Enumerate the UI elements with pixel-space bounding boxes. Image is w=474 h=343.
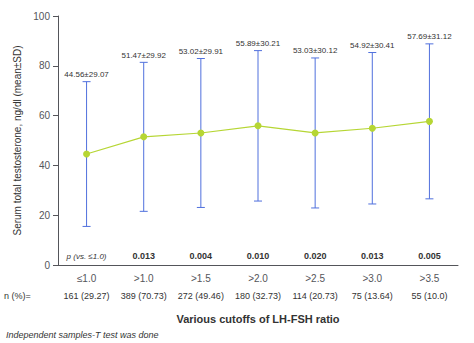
svg-text:Serum total testosterone, ng/d: Serum total testosterone, ng/dl (mean±SD… (12, 45, 23, 235)
svg-text:51.47±29.92: 51.47±29.92 (121, 51, 166, 60)
svg-text:>1.5: >1.5 (191, 273, 211, 284)
svg-text:180 (32.73): 180 (32.73) (235, 291, 281, 301)
svg-text:55 (10.0): 55 (10.0) (411, 291, 447, 301)
svg-text:n (%)=: n (%)= (4, 291, 31, 301)
svg-text:389 (70.73): 389 (70.73) (121, 291, 167, 301)
svg-text:0.020: 0.020 (304, 251, 327, 261)
svg-text:p (vs. ≤1.0): p (vs. ≤1.0) (66, 252, 107, 261)
svg-text:0.005: 0.005 (418, 251, 441, 261)
svg-text:80: 80 (39, 60, 51, 71)
svg-text:>2.5: >2.5 (305, 273, 325, 284)
svg-text:161 (29.27): 161 (29.27) (64, 291, 110, 301)
svg-text:0: 0 (44, 260, 50, 271)
svg-text:>1.0: >1.0 (134, 273, 154, 284)
svg-text:75 (13.64): 75 (13.64) (352, 291, 393, 301)
svg-text:40: 40 (39, 160, 51, 171)
svg-text:57.69±31.12: 57.69±31.12 (407, 32, 452, 41)
svg-text:60: 60 (39, 110, 51, 121)
svg-text:0.004: 0.004 (190, 251, 213, 261)
svg-text:Independent samples-T test was: Independent samples-T test was done (6, 330, 159, 340)
svg-text:0.010: 0.010 (247, 251, 270, 261)
svg-text:53.03±30.12: 53.03±30.12 (293, 46, 338, 55)
svg-text:100: 100 (33, 11, 50, 22)
svg-text:>3.5: >3.5 (420, 273, 440, 284)
svg-text:Various cutoffs of LH-FSH rati: Various cutoffs of LH-FSH ratio (176, 313, 339, 325)
svg-text:>2.0: >2.0 (248, 273, 268, 284)
svg-text:272 (49.46): 272 (49.46) (178, 291, 224, 301)
svg-text:≤1.0: ≤1.0 (77, 273, 97, 284)
svg-text:53.02±29.91: 53.02±29.91 (179, 47, 224, 56)
svg-text:0.013: 0.013 (132, 251, 155, 261)
svg-text:54.92±30.41: 54.92±30.41 (350, 41, 395, 50)
svg-text:20: 20 (39, 210, 51, 221)
svg-text:114 (20.73): 114 (20.73) (292, 291, 337, 301)
svg-text:>3.0: >3.0 (362, 273, 382, 284)
svg-text:44.56±29.07: 44.56±29.07 (64, 70, 109, 79)
svg-text:55.89±30.21: 55.89±30.21 (236, 39, 281, 48)
svg-text:0.013: 0.013 (361, 251, 384, 261)
